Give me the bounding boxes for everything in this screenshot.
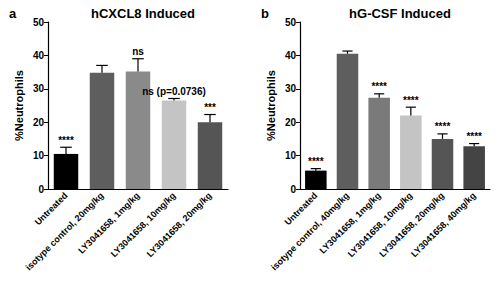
svg-text:LY3041658, 20mg/kg: LY3041658, 20mg/kg bbox=[145, 190, 214, 259]
svg-text:30: 30 bbox=[33, 83, 45, 94]
svg-text:isotype control, 20mg/kg: isotype control, 20mg/kg bbox=[23, 190, 106, 273]
svg-text:%Neutrophils: %Neutrophils bbox=[265, 70, 277, 141]
svg-text:0: 0 bbox=[38, 184, 44, 195]
svg-text:20: 20 bbox=[285, 117, 297, 128]
svg-text:20: 20 bbox=[33, 117, 45, 128]
svg-text:ns: ns bbox=[132, 46, 144, 57]
svg-text:isotype control, 40mg/kg: isotype control, 40mg/kg bbox=[269, 190, 351, 273]
svg-text:Untreated: Untreated bbox=[33, 190, 70, 227]
svg-text:LY3041658, 20mg/kg: LY3041658, 20mg/kg bbox=[377, 190, 446, 260]
svg-text:****: **** bbox=[308, 156, 324, 167]
svg-text:50: 50 bbox=[285, 17, 297, 28]
svg-text:LY3041658, 1mg/kg: LY3041658, 1mg/kg bbox=[76, 190, 141, 255]
svg-text:LY3041658, 10mg/kg: LY3041658, 10mg/kg bbox=[109, 190, 178, 259]
svg-text:0: 0 bbox=[290, 184, 296, 195]
svg-text:hG-CSF Induced: hG-CSF Induced bbox=[349, 6, 451, 21]
svg-text:a: a bbox=[9, 6, 17, 21]
svg-text:%Neutrophils: %Neutrophils bbox=[13, 70, 25, 141]
svg-text:LY3041658, 1mg/kg: LY3041658, 1mg/kg bbox=[318, 190, 383, 255]
svg-text:10: 10 bbox=[33, 150, 45, 161]
svg-text:****: **** bbox=[435, 121, 451, 132]
svg-text:****: **** bbox=[58, 135, 74, 146]
svg-text:****: **** bbox=[371, 81, 387, 92]
svg-text:10: 10 bbox=[285, 150, 297, 161]
svg-text:b: b bbox=[261, 6, 269, 21]
svg-text:****: **** bbox=[466, 131, 482, 142]
svg-text:***: *** bbox=[204, 102, 216, 113]
svg-text:40: 40 bbox=[33, 50, 45, 61]
svg-text:Untreated: Untreated bbox=[282, 190, 320, 228]
svg-text:hCXCL8 Induced: hCXCL8 Induced bbox=[91, 6, 195, 21]
svg-text:ns (p=0.0736): ns (p=0.0736) bbox=[142, 86, 206, 97]
svg-text:30: 30 bbox=[285, 83, 297, 94]
svg-text:****: **** bbox=[403, 95, 419, 106]
svg-text:40: 40 bbox=[285, 50, 297, 61]
svg-text:LY3041658, 10mg/kg: LY3041658, 10mg/kg bbox=[345, 190, 415, 260]
svg-text:50: 50 bbox=[33, 17, 45, 28]
svg-text:LY3041658, 40mg/kg: LY3041658, 40mg/kg bbox=[409, 190, 478, 259]
